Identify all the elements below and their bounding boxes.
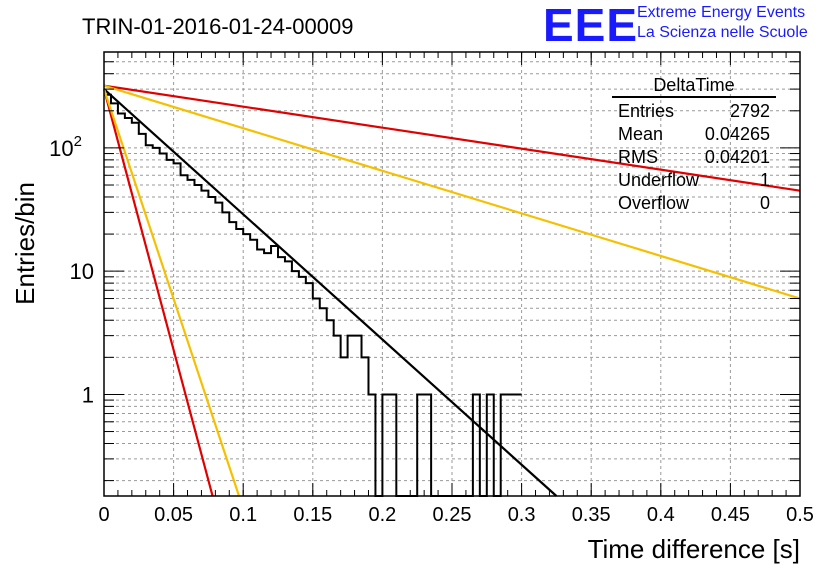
histogram-bin [355, 336, 362, 496]
axis-ticks [103, 51, 801, 496]
stats-label: Entries [618, 101, 675, 121]
x-tick-label: 0.1 [229, 504, 257, 526]
histogram-bin [188, 180, 195, 496]
x-tick-label: 0 [98, 504, 109, 526]
fit-curve [102, 88, 241, 497]
stats-title: DeltaTime [612, 74, 776, 98]
fit-curve [103, 84, 801, 192]
histogram-bin [236, 229, 243, 496]
eee-logo: EEE [543, 0, 639, 51]
histogram-bin [299, 277, 306, 496]
stats-row-entries: Entries 2792 [612, 100, 776, 123]
stats-value: 0 [759, 193, 770, 213]
stats-value: 2792 [729, 101, 770, 121]
x-tick-label: 0.3 [508, 504, 536, 526]
histogram-bin [208, 197, 215, 496]
y-tick-label: 102 [49, 133, 82, 161]
histogram-bin [118, 114, 125, 496]
x-tick-label: 0.2 [368, 504, 396, 526]
x-tick-label: 0.25 [433, 504, 472, 526]
histogram-bin [215, 203, 222, 496]
histogram-bin [320, 308, 327, 496]
x-tick-label: 0.5 [786, 504, 814, 526]
stats-label: Underflow [618, 170, 700, 190]
histogram-bin [229, 222, 236, 496]
fit-curve [103, 84, 801, 300]
stats-row-rms: RMS 0.04201 [612, 146, 776, 169]
histogram-bin [104, 95, 111, 496]
x-tick-label: 0.45 [711, 504, 750, 526]
histogram-bin [306, 283, 313, 496]
y-tick-label: 1 [82, 382, 94, 407]
fit-curve [103, 88, 558, 497]
histogram-bin [201, 191, 208, 496]
histogram-bin [327, 320, 334, 496]
histogram-bin [292, 271, 299, 496]
x-tick-label: 0.35 [572, 504, 611, 526]
histogram-bin [341, 357, 348, 496]
histogram-bin [243, 234, 250, 496]
stats-value: 0.04265 [704, 124, 770, 144]
chart-title: TRIN-01-2016-01-24-00009 [82, 14, 354, 39]
stats-row-mean: Mean 0.04265 [612, 123, 776, 146]
x-axis-label: Time difference [s] [588, 534, 800, 564]
histogram-bin [313, 299, 320, 496]
x-tick-labels: 0 0.05 0.1 0.15 0.2 0.25 0.3 0.35 0.4 0.45 0.5 [98, 504, 813, 526]
fit-curve [102, 88, 214, 497]
y-tick-labels: 1 10 102 [49, 133, 94, 408]
stats-row-underflow: Underflow 1 [612, 169, 776, 192]
grid-lines [104, 51, 800, 496]
histogram-bin [264, 253, 271, 496]
histogram-bin [139, 134, 146, 496]
x-tick-label: 0.4 [647, 504, 675, 526]
y-axis-label: Entries/bin [10, 182, 40, 305]
histogram-bin [250, 240, 257, 496]
y-tick-label: 10 [70, 259, 94, 284]
histogram-bin [174, 163, 181, 496]
histogram-bin [111, 103, 118, 496]
eee-logo-line1: Extreme Energy Events [637, 4, 806, 21]
histogram-bin [160, 154, 167, 496]
histogram-bin [348, 336, 355, 496]
stats-value: 1 [759, 170, 770, 190]
x-tick-label: 0.05 [154, 504, 193, 526]
stats-label: RMS [618, 147, 658, 167]
histogram-bin [285, 261, 292, 496]
stats-label: Overflow [618, 193, 690, 213]
stats-value: 0.04201 [704, 147, 770, 167]
stats-row-overflow: Overflow 0 [612, 192, 776, 215]
histogram-bin [278, 257, 285, 496]
fit-curves [102, 84, 801, 497]
stats-box: DeltaTime Entries 2792 Mean 0.04265 RMS … [612, 74, 776, 213]
histogram-bin [362, 357, 369, 496]
histogram-bin [334, 336, 341, 496]
stats-label: Mean [618, 124, 664, 144]
eee-logo-line2: La Scienza nelle Scuole [637, 24, 808, 41]
x-tick-label: 0.15 [293, 504, 332, 526]
